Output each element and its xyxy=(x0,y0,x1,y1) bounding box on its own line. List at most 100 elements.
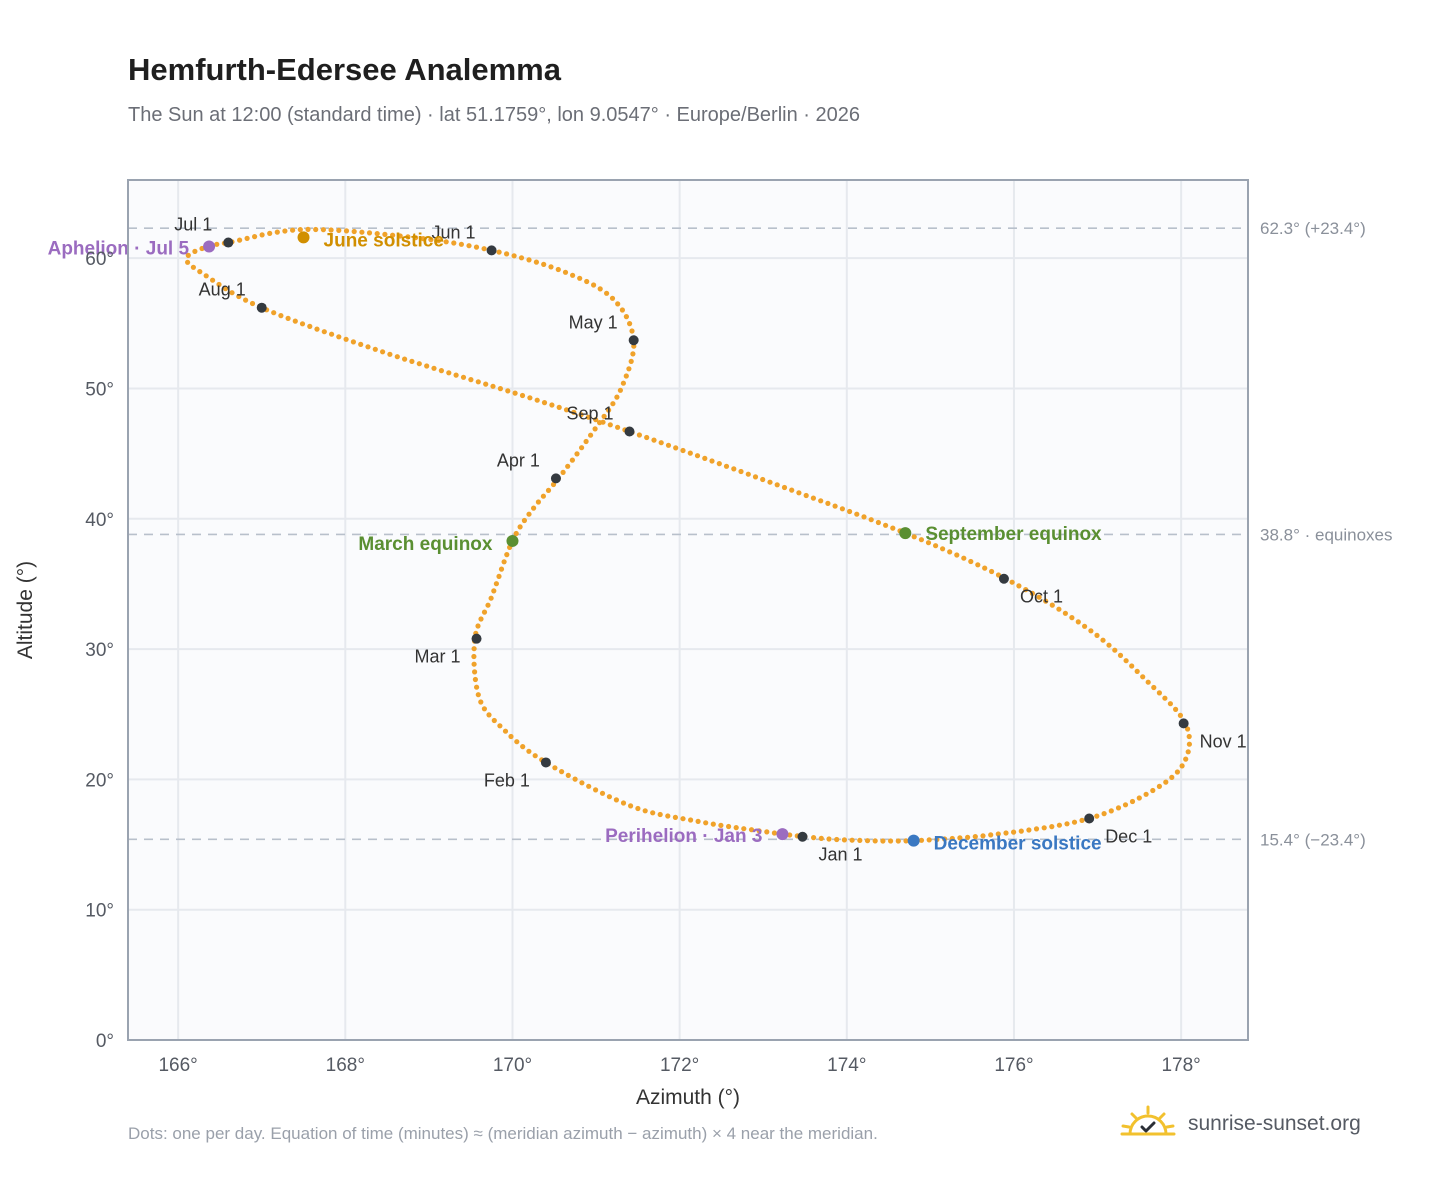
daily-dot xyxy=(957,835,963,841)
axis-layer: 166° 168° 170° 172° 174° 176° 178° 0° 10° 20° 30° 4… xyxy=(14,179,1249,1109)
daily-dot xyxy=(274,229,280,235)
daily-dot xyxy=(810,495,817,501)
daily-dot xyxy=(416,361,422,367)
daily-dot xyxy=(1183,756,1189,762)
event-label: December solstice xyxy=(934,834,1102,855)
daily-dot xyxy=(597,286,603,292)
daily-dot xyxy=(579,445,585,451)
daily-dot xyxy=(811,835,817,841)
daily-dot xyxy=(307,323,313,329)
daily-dot xyxy=(635,805,641,812)
daily-dot xyxy=(297,227,303,233)
daily-dot xyxy=(458,241,464,247)
daily-dot xyxy=(252,234,258,240)
daily-dot xyxy=(486,712,492,718)
daily-dot xyxy=(1145,679,1151,685)
brand-name[interactable]: sunrise-sunset.org xyxy=(1188,1112,1361,1135)
daily-dot xyxy=(405,234,411,240)
daily-dot xyxy=(328,227,334,233)
chart-title: Hemfurth-Edersee Analemma xyxy=(128,52,561,87)
daily-dot xyxy=(841,837,848,843)
daily-dot xyxy=(574,451,580,457)
daily-dot xyxy=(267,230,273,236)
daily-dot xyxy=(774,482,780,488)
month-marker-label: Apr 1 xyxy=(497,450,540,470)
daily-dot xyxy=(1156,690,1162,696)
daily-dot xyxy=(413,235,419,241)
daily-dot xyxy=(586,783,592,789)
month-marker xyxy=(1084,813,1095,824)
daily-dot xyxy=(636,432,643,438)
daily-dot xyxy=(702,455,708,461)
daily-dot xyxy=(1016,583,1022,589)
daily-dot xyxy=(305,226,311,232)
daily-dot xyxy=(888,838,894,844)
daily-dot xyxy=(940,546,946,552)
daily-dot xyxy=(526,257,532,263)
daily-dot xyxy=(695,818,701,825)
daily-dot xyxy=(1003,830,1009,836)
daily-dot xyxy=(745,471,751,477)
daily-dot xyxy=(1185,749,1191,755)
daily-dot xyxy=(1169,774,1175,781)
daily-dot xyxy=(517,524,523,530)
daily-dot xyxy=(491,717,497,724)
daily-dot xyxy=(623,314,630,320)
daily-dot xyxy=(496,573,502,580)
sun-logo-icon xyxy=(1120,1105,1176,1136)
daily-dot xyxy=(216,281,222,288)
daily-dot xyxy=(471,646,477,652)
daily-dot xyxy=(789,487,795,493)
daily-dot xyxy=(497,723,503,729)
daily-dot xyxy=(954,552,960,558)
daily-dot xyxy=(475,623,481,629)
y-tick-label: 10° xyxy=(85,901,114,922)
daily-dot xyxy=(244,235,250,241)
daily-dots-layer xyxy=(185,226,1192,844)
x-tick-label: 174° xyxy=(827,1055,866,1076)
daily-dot xyxy=(428,237,434,243)
daily-dot xyxy=(243,297,249,303)
daily-dot xyxy=(504,251,510,257)
daily-dot xyxy=(402,356,408,362)
daily-dot xyxy=(880,838,886,844)
daily-dot xyxy=(610,401,616,407)
daily-dot xyxy=(1011,829,1017,835)
event-marker xyxy=(506,534,519,547)
daily-dot xyxy=(571,409,577,415)
daily-dot xyxy=(559,769,565,775)
daily-dot xyxy=(803,492,809,499)
daily-dot xyxy=(918,837,925,843)
daily-dot xyxy=(672,814,679,821)
brand[interactable]: sunrise-sunset.org xyxy=(1120,1102,1361,1146)
daily-dot xyxy=(642,808,648,814)
daily-dot xyxy=(472,676,478,683)
x-tick-label: 168° xyxy=(326,1055,365,1076)
daily-dot xyxy=(372,346,378,352)
daily-dot xyxy=(1041,825,1047,831)
daily-dot xyxy=(980,833,986,839)
daily-dot xyxy=(601,413,607,419)
daily-dot xyxy=(1029,590,1035,597)
daily-dot xyxy=(767,479,773,485)
daily-dot xyxy=(531,505,537,511)
daily-dot xyxy=(511,253,517,259)
daily-dot xyxy=(565,463,571,469)
daily-dot xyxy=(473,244,480,250)
daily-dot xyxy=(688,817,694,823)
daily-dot xyxy=(460,374,467,380)
month-marker xyxy=(550,473,561,484)
daily-dot xyxy=(687,450,693,456)
daily-dot xyxy=(1069,615,1075,621)
daily-dot xyxy=(694,453,701,459)
y-tick-label: 30° xyxy=(85,640,114,661)
daily-dot xyxy=(443,239,449,245)
daily-dot xyxy=(292,318,298,324)
daily-dot xyxy=(716,461,722,467)
daily-dot xyxy=(620,380,627,386)
month-marker xyxy=(628,335,639,346)
daily-dot xyxy=(197,269,203,275)
footnote: Dots: one per day. Equation of time (min… xyxy=(128,1124,878,1143)
x-tick-label: 166° xyxy=(158,1055,197,1076)
daily-dot xyxy=(1151,684,1157,691)
